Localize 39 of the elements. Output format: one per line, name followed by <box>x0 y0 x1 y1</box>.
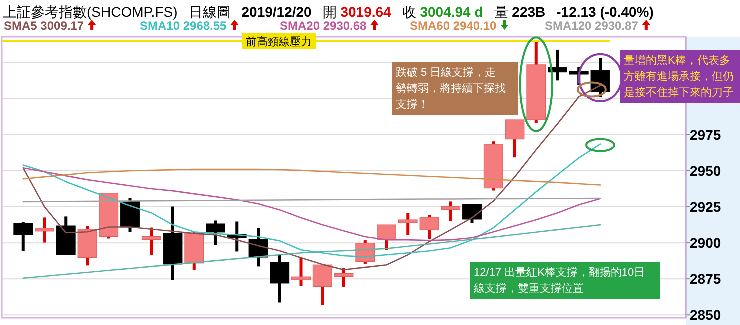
ref-line-label: 前高頸線壓力 <box>246 35 312 48</box>
y-tick-label: 2975 <box>690 126 722 143</box>
candlestick <box>292 258 311 286</box>
candlestick <box>270 254 290 303</box>
candlestick <box>505 120 525 158</box>
annotation: 跌破 5 日線支撐，走勢轉弱，將持續下探找支撐！ <box>396 66 506 111</box>
line-series <box>22 167 602 242</box>
text: 收 3004.94 d <box>402 4 484 20</box>
text: SMA120 2930.87 <box>545 19 639 33</box>
y-tick-label: 2875 <box>690 271 722 288</box>
line-series <box>22 168 602 186</box>
y-tick-label: 2850 <box>690 307 722 324</box>
candlestick <box>206 220 226 246</box>
text: 量增的黑K棒，代表多方雖有進場承接，但仍是接不住掉下來的刀子 <box>624 54 734 99</box>
text: SMA20 2930.68 <box>280 19 368 33</box>
text: 2019/12/20 <box>242 4 312 20</box>
text: SMA60 2940.10 <box>410 19 498 33</box>
text: 開 3019.64 <box>322 4 392 20</box>
annotation: 12/17 出量紅K棒支撐，翻揚的10日線支撐，雙重支撐位置 <box>473 266 646 295</box>
candlestick <box>548 50 568 81</box>
y-tick-label: 2950 <box>690 163 722 180</box>
candlestick <box>35 218 54 243</box>
candlestick <box>14 222 34 252</box>
candlestick <box>334 268 354 288</box>
chart-subtitle: 日線圖 <box>188 4 231 20</box>
candlestick <box>312 264 332 306</box>
candlestick <box>462 204 482 224</box>
y-tick-label: 2925 <box>690 199 722 216</box>
text: 量 223B <box>494 4 546 20</box>
text: SMA5 3009.17 <box>4 19 84 33</box>
y-tick-label: 2900 <box>690 235 722 252</box>
candlestick <box>377 224 396 250</box>
candlestick <box>441 202 461 222</box>
candlestick <box>398 213 418 235</box>
candlestick <box>420 215 440 240</box>
text: SMA10 2968.55 <box>140 19 228 33</box>
text: -12.13 (-0.40%) <box>556 4 654 20</box>
chart-title: 上証參考指數(SHCOMP.FS) <box>3 4 178 20</box>
candlestick <box>142 228 162 256</box>
